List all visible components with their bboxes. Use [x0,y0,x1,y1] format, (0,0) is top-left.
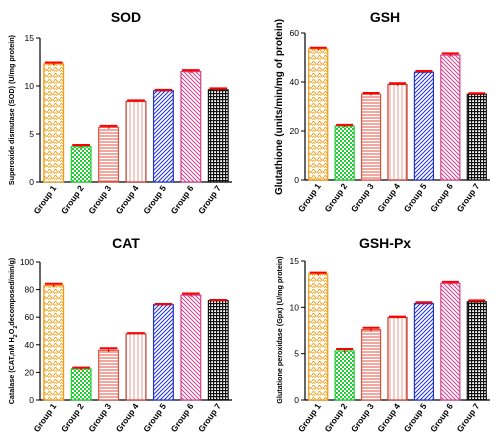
category-label: Group 5 [402,401,429,434]
bar-group-2 [70,145,92,183]
y-tick-label: 15 [25,33,35,43]
bar-group-1 [308,273,329,401]
y-tick-label: 5 [29,129,34,139]
bar-group-1 [43,284,65,401]
category-label: Group 6 [169,401,196,434]
category-label: Group 3 [86,183,113,216]
bar-group-3 [98,126,120,183]
y-tick-label: 0 [294,395,299,405]
bar-group-1 [43,63,65,183]
y-tick-label: 15 [290,256,300,266]
y-axis-label: Glutathione (units/min/mg of protein) [274,19,285,195]
bar-group-3 [98,349,120,401]
category-label: Group 1 [296,401,323,434]
y-tick-label: 60 [290,28,300,38]
category-label: Group 1 [31,183,58,216]
bar-group-7 [466,93,487,181]
category-label: Group 1 [296,181,323,214]
bar-group-3 [360,93,382,181]
y-tick-label: 0 [294,175,299,185]
category-label: Group 2 [59,183,86,216]
category-label: Group 5 [141,183,168,216]
y-tick-label: 60 [25,312,35,322]
bar-group-4 [125,100,147,183]
y-tick-label: 100 [20,257,34,267]
category-label: Group 7 [455,181,482,214]
category-label: Group 6 [428,181,455,214]
bar-group-5 [152,90,174,183]
category-label: Group 3 [349,181,376,214]
category-label: Group 6 [428,401,455,434]
y-tick-label: 0 [29,395,34,405]
y-tick-label: 40 [25,340,35,350]
bar-group-7 [207,89,229,183]
bar-group-6 [440,282,461,401]
category-label: Group 6 [169,183,196,216]
bar-group-2 [334,350,355,401]
y-tick-label: 40 [290,77,300,87]
y-tick-label: 5 [294,349,299,359]
category-label: Group 2 [59,401,86,434]
category-label: Group 1 [31,401,58,434]
category-label: Group 4 [114,183,141,216]
category-label: Group 5 [141,401,168,434]
y-axis-label: Superoxide dismutase (SOD) (U/mg protein… [7,34,16,185]
category-label: Group 7 [455,401,482,434]
y-tick-label: 0 [29,177,34,187]
category-label: Group 7 [196,183,223,216]
bar-group-6 [440,54,461,181]
category-label: Group 4 [375,181,402,214]
category-label: Group 4 [114,401,141,434]
bar-group-5 [413,303,435,401]
chart-panel-gsh: GSH 0 20 40 60 Glutathione (units/min/mg of p… [274,9,490,214]
bar-group-3 [360,328,382,401]
bar-group-2 [334,125,355,181]
y-tick-label: 10 [25,81,35,91]
category-label: Group 3 [86,401,113,434]
chart-title: GSH [370,9,400,25]
chart-title: SOD [111,9,141,25]
bar-group-4 [387,316,408,401]
category-label: Group 3 [349,401,376,434]
bar-group-6 [180,70,202,183]
category-label: Group 7 [196,401,223,434]
bar-group-2 [70,368,92,401]
bar-group-7 [466,301,487,401]
y-tick-label: 20 [25,367,35,377]
bar-group-5 [413,71,435,181]
y-axis-label: Catalase (CAT,nM H2O2decomposed/min/g) [7,257,19,404]
bar-group-7 [207,300,229,401]
category-label: Group 2 [322,181,349,214]
category-label: Group 2 [322,401,349,434]
y-tick-label: 20 [290,126,300,136]
y-tick-label: 80 [25,285,35,295]
y-tick-label: 10 [290,302,300,312]
bar-group-4 [125,333,147,401]
category-label: Group 4 [375,401,402,434]
chart-panel-sod: SOD 0 5 10 15 Superoxide dismutase (SOD) (U/m… [7,9,232,216]
bar-group-1 [308,48,329,181]
bar-group-5 [152,304,174,401]
chart-title: GSH-Px [359,235,411,251]
chart-title: CAT [112,235,140,251]
bar-group-4 [387,83,408,181]
bar-group-6 [180,294,202,401]
chart-panel-gsh-px: GSH-Px 0 5 10 15 Glutatione peroxidase (Gpx) … [275,235,490,434]
category-label: Group 5 [402,181,429,214]
y-axis-label: Glutatione peroxidase (Gpx) (U/mg protei… [275,256,284,404]
